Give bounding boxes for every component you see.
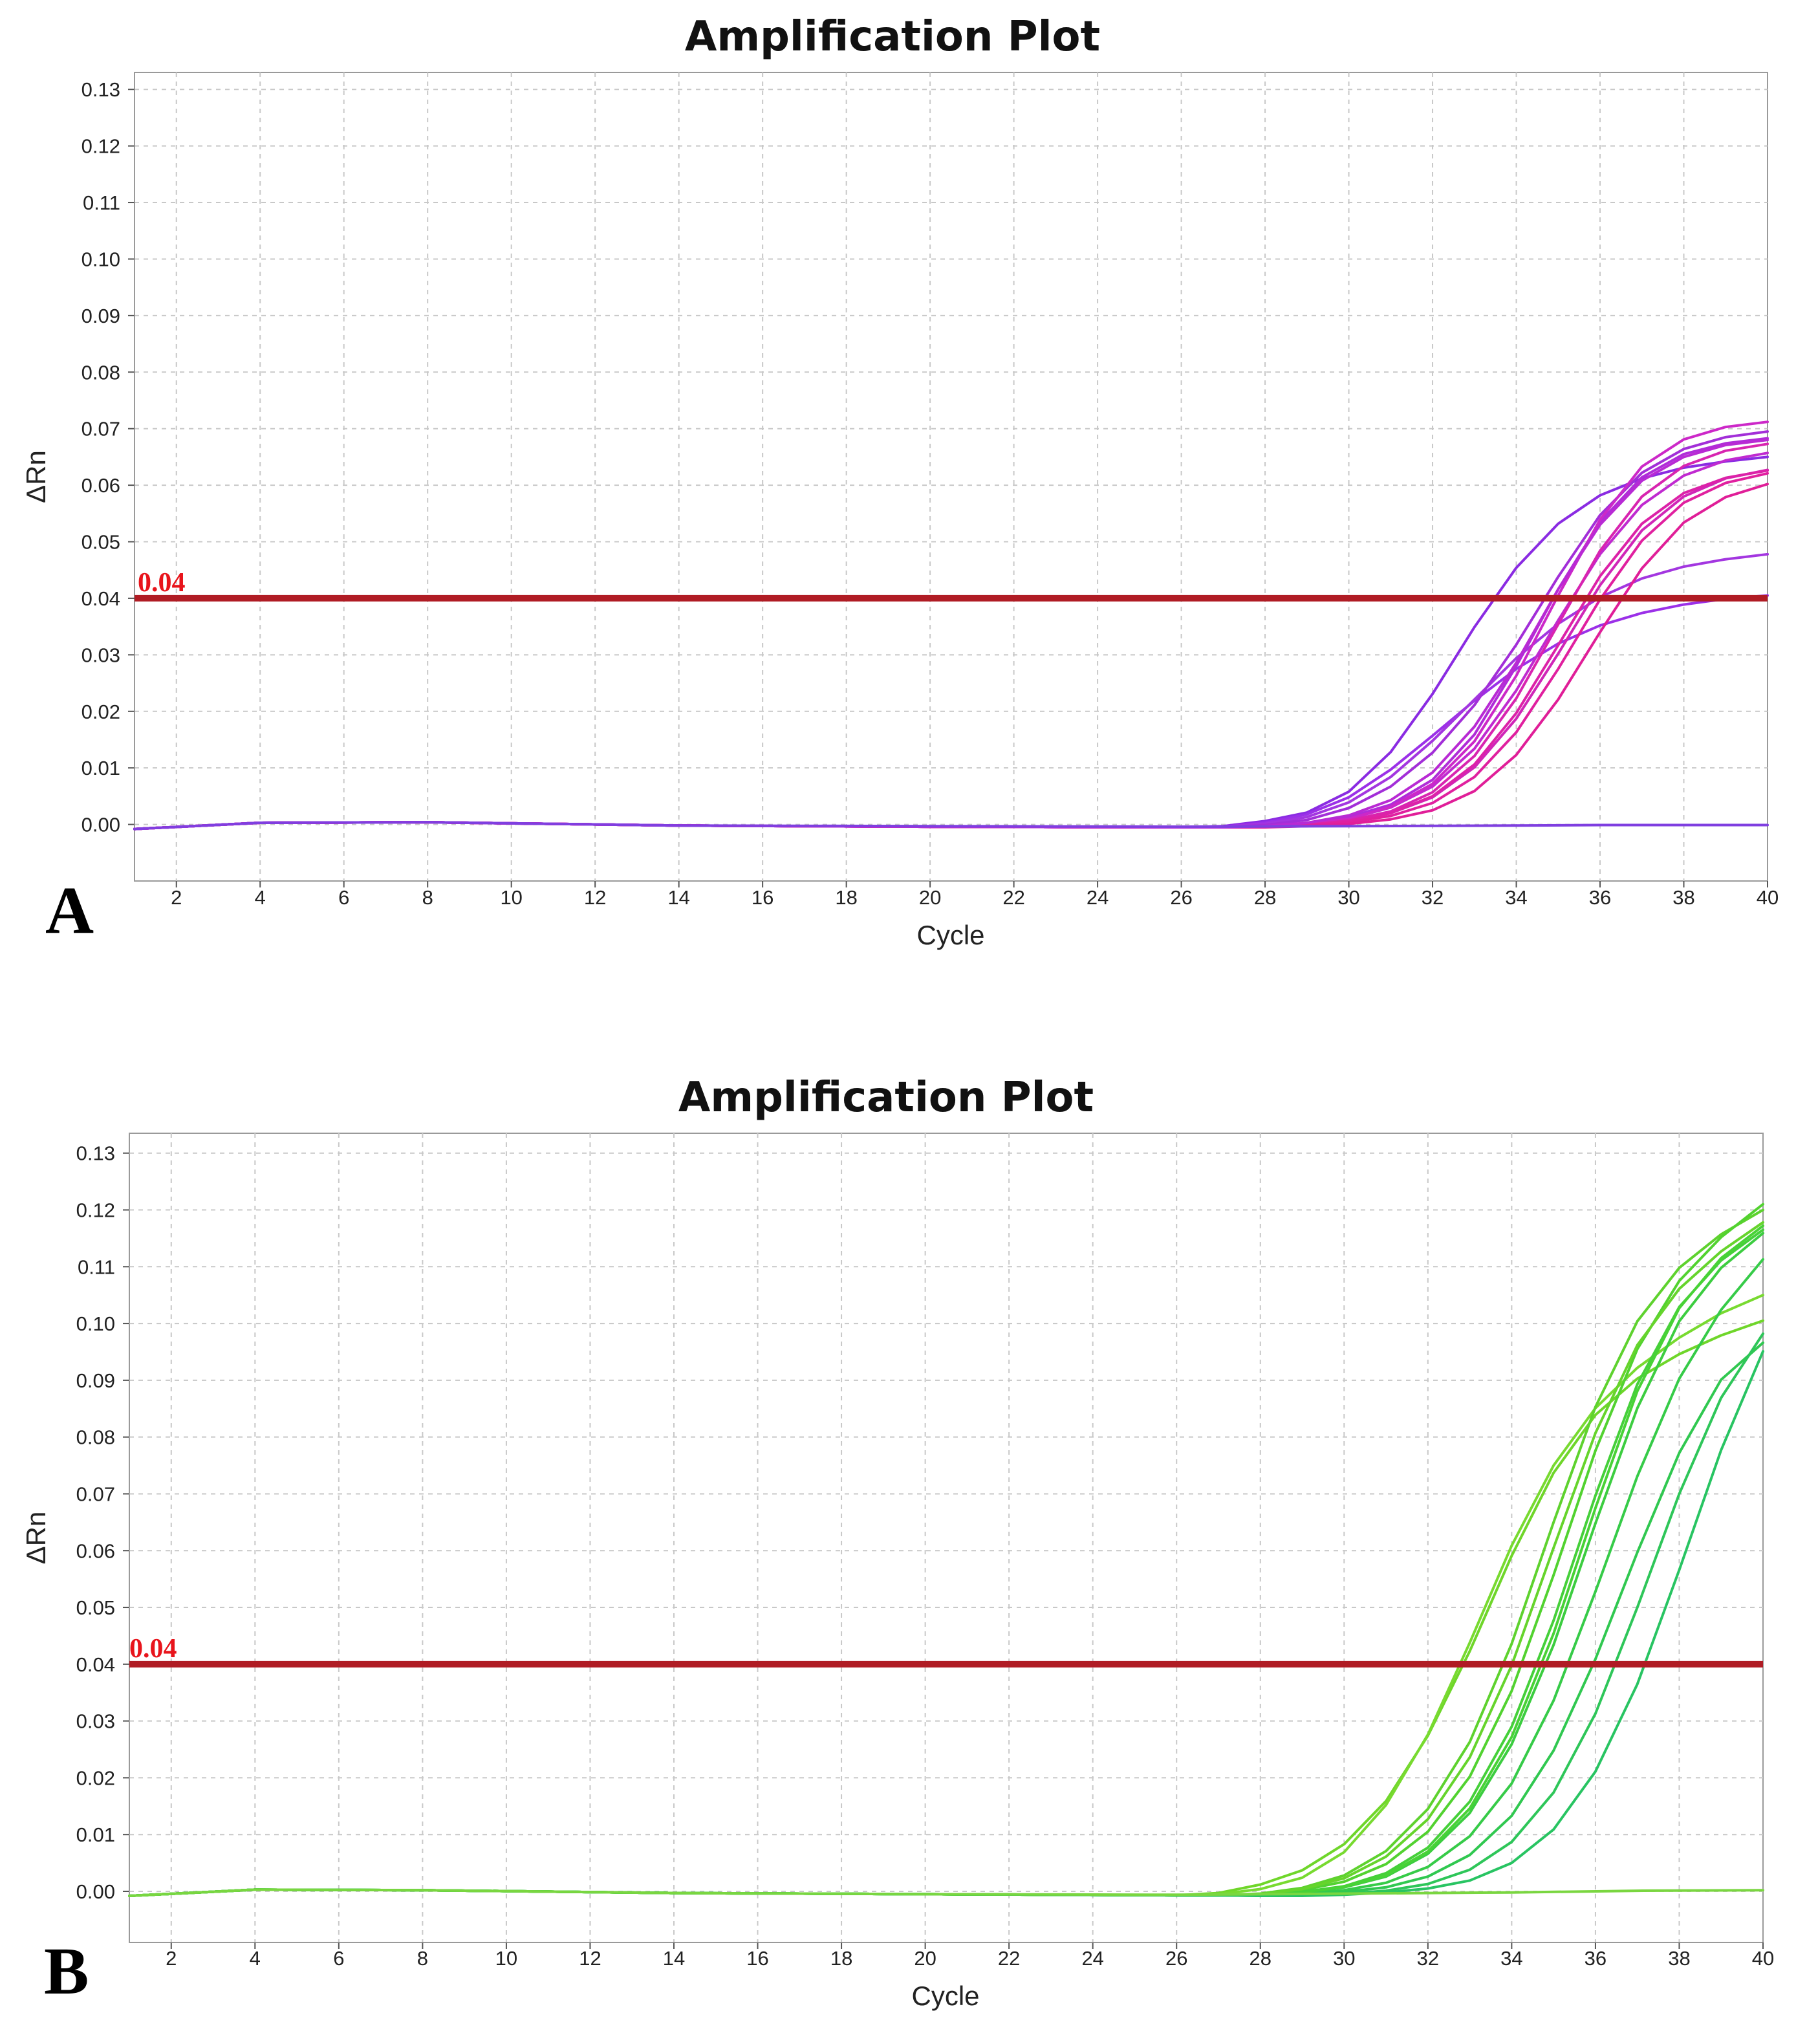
chart-a-y-tick-label: 0.09 [81, 305, 120, 327]
chart-b-series-line-b13 [128, 1888, 1764, 1897]
chart-a-x-tick-label: 20 [919, 886, 941, 909]
chart-a-x-tick-label: 32 [1422, 886, 1444, 909]
chart-b-x-tick-label: 6 [333, 1947, 344, 1970]
chart-b-threshold-label: 0.04 [129, 1634, 177, 1664]
chart-a-threshold-label: 0.04 [138, 568, 186, 598]
chart-a-y-tick-label: 0.10 [81, 248, 120, 270]
chart-b-x-tick-label: 16 [746, 1947, 768, 1970]
chart-b-x-tick-label: 18 [830, 1947, 852, 1970]
chart-b-panel-label: B [44, 1934, 89, 2008]
chart-b-x-tick-label: 2 [166, 1947, 177, 1970]
chart-b-plot-area [129, 1133, 1764, 1943]
chart-a-x-tick-label: 2 [171, 886, 182, 909]
chart-a-x-tick-label: 10 [500, 886, 522, 909]
chart-a-y-tick-label: 0.03 [81, 644, 120, 666]
chart-b-x-tick-label: 14 [663, 1947, 685, 1970]
chart-a-x-tick-label: 36 [1589, 886, 1611, 909]
chart-a-y-tick-label: 0.13 [81, 78, 120, 101]
chart-a-y-tick-label: 0.11 [83, 191, 120, 214]
chart-a-title: Amplification Plot [685, 13, 1100, 61]
chart-b-x-tick-label: 26 [1165, 1947, 1187, 1970]
chart-b-y-tick-label: 0.09 [76, 1369, 115, 1392]
chart-a-x-tick-label: 30 [1337, 886, 1359, 909]
chart-b-y-tick-label: 0.12 [76, 1199, 115, 1222]
chart-b-y-tick-label: 0.06 [76, 1539, 115, 1562]
chart-a-series-line-a14 [133, 821, 1769, 831]
chart-b-y-tick-label: 0.13 [76, 1142, 115, 1165]
chart-a-x-tick-label: 22 [1002, 886, 1024, 909]
chart-a-x-tick-label: 12 [584, 886, 606, 909]
chart-a-y-tick-label: 0.06 [81, 474, 120, 497]
chart-b-x-tick-label: 30 [1333, 1947, 1355, 1970]
chart-b-x-tick-label: 10 [495, 1947, 517, 1970]
chart-b-series-group [128, 1202, 1764, 1897]
chart-b-x-tick-label: 40 [1752, 1947, 1774, 1970]
chart-b-x-tick-label: 22 [998, 1947, 1020, 1970]
chart-a-y-tick-label: 0.01 [81, 757, 120, 779]
chart-b-y-tick-label: 0.10 [76, 1312, 115, 1335]
chart-b-x-tick-label: 32 [1417, 1947, 1439, 1970]
chart-a-x-tick-label: 26 [1170, 886, 1192, 909]
chart-a-y-tick-label: 0.02 [81, 701, 120, 723]
chart-b-y-tick-label: 0.03 [76, 1710, 115, 1733]
chart-a-y-tick-label: 0.12 [81, 135, 120, 158]
chart-a-x-axis-label: Cycle [916, 920, 984, 950]
chart-b-x-tick-label: 34 [1500, 1947, 1522, 1970]
chart-a-y-tick-label: 0.07 [81, 418, 120, 440]
chart-b-title: Amplification Plot [678, 1074, 1094, 1122]
chart-a-grid [135, 72, 1768, 881]
chart-b-x-tick-label: 28 [1250, 1947, 1271, 1970]
chart-b-x-tick-label: 36 [1585, 1947, 1607, 1970]
chart-a-x-tick-label: 24 [1087, 886, 1109, 909]
chart-b-x-tick-label: 8 [417, 1947, 428, 1970]
chart-a-x-tick-label: 40 [1757, 886, 1779, 909]
chart-b-y-tick-label: 0.01 [76, 1823, 115, 1846]
chart-a-panel-label: A [45, 873, 94, 948]
chart-a-y-tick-label: 0.05 [81, 531, 120, 554]
chart-a-series-group [133, 420, 1769, 831]
chart-a-y-tick-label: 0.08 [81, 361, 120, 384]
chart-a-y-tick-label: 0.04 [81, 587, 120, 610]
chart-b-x-tick-label: 38 [1668, 1947, 1690, 1970]
chart-b-y-tick-label: 0.05 [76, 1596, 115, 1619]
chart-a-x-tick-label: 8 [422, 886, 433, 909]
chart-b-y-tick-label: 0.04 [76, 1653, 115, 1676]
chart-a-x-tick-label: 38 [1672, 886, 1694, 909]
chart-a-x-tick-label: 34 [1505, 886, 1527, 909]
chart-a-y-axis-label: ΔRn [21, 450, 51, 503]
chart-a-x-tick-label: 6 [338, 886, 349, 909]
chart-panel-a: Amplification Plot 0.00 0.01 0.02 0.03 0.04 0.… [0, 0, 1796, 983]
chart-a-x-tick-label: 18 [835, 886, 857, 909]
chart-b-y-tick-label: 0.07 [76, 1483, 115, 1505]
chart-a-plot-area [134, 72, 1768, 882]
chart-b-y-tick-label: 0.08 [76, 1426, 115, 1449]
chart-a-x-tick-label: 28 [1254, 886, 1276, 909]
chart-b-x-axis-label: Cycle [911, 1981, 979, 2011]
chart-b-x-tick-label: 24 [1081, 1947, 1103, 1970]
chart-b-x-tick-label: 4 [250, 1947, 261, 1970]
chart-b-x-tick-label: 20 [914, 1947, 936, 1970]
chart-a-x-tick-label: 4 [255, 886, 266, 909]
chart-a-x-tick-label: 16 [752, 886, 774, 909]
chart-b-x-tick-label: 12 [579, 1947, 601, 1970]
chart-b-y-tick-label: 0.00 [76, 1880, 115, 1903]
chart-a-y-tick-label: 0.00 [81, 814, 120, 836]
chart-b-y-tick-label: 0.11 [78, 1256, 115, 1278]
chart-b-y-axis-label: ΔRn [21, 1512, 51, 1565]
chart-b-y-tick-label: 0.02 [76, 1767, 115, 1789]
chart-a-x-tick-label: 14 [667, 886, 689, 909]
chart-svg-b: Amplification Plot 0.00 0.01 0.02 0.03 0.04 0.… [21, 1074, 1774, 2011]
chart-panel-b: Amplification Plot 0.00 0.01 0.02 0.03 0.04 0.… [0, 1061, 1796, 2044]
chart-svg-a: Amplification Plot 0.00 0.01 0.02 0.03 0.04 0.… [21, 13, 1779, 950]
